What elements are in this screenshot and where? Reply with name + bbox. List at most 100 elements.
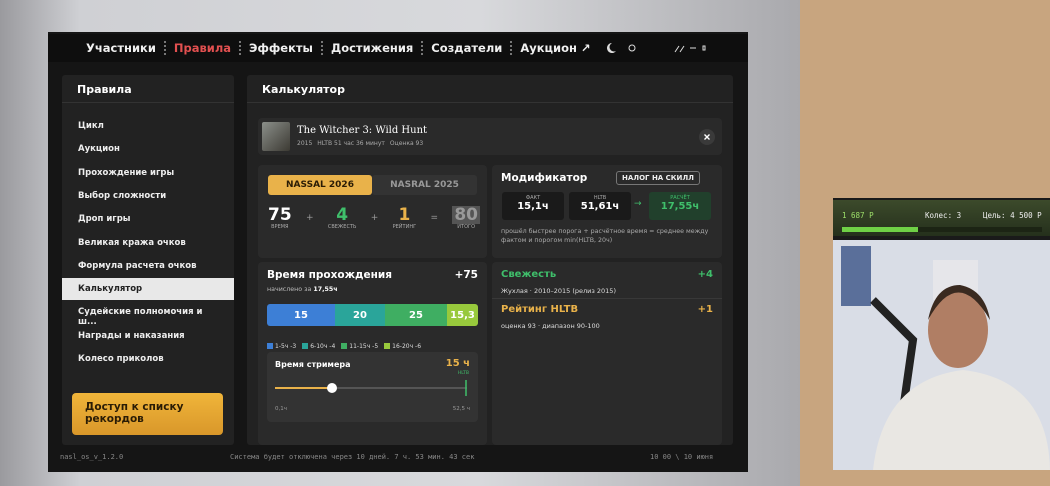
accrued-value: 17,55ч: [313, 286, 338, 293]
overlay-goal: Цель: 4 500 Р: [983, 211, 1042, 220]
legend-item: 11-15ч -5: [341, 343, 378, 350]
sidebar-item[interactable]: Калькулятор: [62, 278, 234, 301]
score-item: 4 СВЕЖЕСТЬ: [328, 206, 357, 230]
sidebar-item[interactable]: Великая кража очков: [78, 237, 186, 248]
game-cover: [262, 122, 290, 151]
sidebar-item[interactable]: Аукцион: [78, 144, 120, 155]
time-segment: 15,3: [447, 304, 478, 326]
score-label: РЕЙТИНГ: [392, 224, 417, 230]
game-title: The Witcher 3: Wild Hunt: [297, 125, 428, 136]
score-item: 75 ВРЕМЯ: [268, 206, 292, 230]
score-item: 1 РЕЙТИНГ: [393, 206, 417, 230]
nav-item[interactable]: Правила: [166, 41, 242, 55]
sidebar-item[interactable]: Судейские полномочия и ш...: [78, 307, 203, 328]
footer-clock: 10 00 \ 10 июня: [650, 453, 714, 461]
main-title: Калькулятор: [247, 75, 733, 103]
legend-swatch: [302, 343, 309, 349]
time-segment: 20: [335, 304, 385, 326]
slider-min: 0,1ч: [275, 406, 287, 412]
divider: [492, 298, 722, 299]
score-label: ВРЕМЯ: [271, 224, 289, 230]
score-value: 4: [336, 205, 349, 225]
time-card: Время прохождения +75 начислено за 17,55…: [258, 262, 487, 445]
close-button[interactable]: [698, 128, 716, 146]
nav-icons: [607, 43, 706, 53]
progress-fill: [842, 227, 918, 232]
sidebar-title: Правила: [62, 75, 234, 103]
footer-version: nasl_os_v_1.2.0: [60, 453, 124, 461]
tab-active[interactable]: NASSAL 2026: [268, 175, 372, 195]
overlay-bar: 1 687 Р Колес: 3 Цель: 4 500 Р: [833, 200, 1050, 236]
sidebar-item[interactable]: Дроп игры: [78, 214, 131, 225]
nav-item[interactable]: Участники: [78, 41, 166, 55]
score-label: СВЕЖЕСТЬ: [327, 224, 357, 230]
score-value: 1: [398, 205, 411, 225]
nav-item[interactable]: Эффекты: [241, 41, 323, 55]
footer-countdown: Система будет отключена через 10 дней. 7…: [230, 453, 475, 461]
sidebar: Правила Доступ к списку рекордов Цикл Аук…: [62, 75, 234, 445]
score-value: 75: [268, 205, 292, 225]
legend-item: 6-10ч -4: [302, 343, 335, 350]
rating-text: оценка 93 · диапазон 90-100: [501, 322, 600, 330]
sidebar-item[interactable]: Выбор сложности: [78, 190, 167, 201]
webcam-frame: 1 687 Р Колес: 3 Цель: 4 500 Р: [833, 198, 1050, 470]
legend-swatch: [267, 343, 273, 349]
score-card: NASSAL 2026 NASRAL 2025 75 ВРЕМЯ +4 СВЕЖЕСТ…: [258, 165, 487, 258]
sidebar-item[interactable]: Прохождение игры: [78, 167, 175, 178]
modifier-note: прошёл быстрее порога + расчётное время …: [501, 228, 709, 244]
box-value: 51,61ч: [580, 201, 620, 212]
rating-points: +1: [697, 304, 713, 315]
freshness-points: +4: [697, 269, 713, 280]
game-card: The Witcher 3: Wild Hunt 2015 HLTB 51 ча…: [258, 118, 722, 155]
modifier-box: HLTB 51,61ч: [569, 192, 631, 220]
streamer-value: 15 ч: [445, 358, 470, 369]
modifier-card: Модификатор НАЛОГ НА СКИЛЛ ФАКТ 15,1ч HLTB…: [492, 165, 722, 258]
time-slider[interactable]: [273, 378, 473, 398]
sidebar-item[interactable]: Цикл: [78, 121, 104, 131]
score-operator: =: [430, 213, 439, 223]
time-title: Время прохождения: [267, 269, 392, 281]
legend-item: 16-20ч -6: [384, 343, 421, 350]
time-segment: 15: [267, 304, 335, 326]
overlay-wheels: Колес: 3: [925, 211, 962, 220]
overlay-balance: 1 687 Р: [842, 211, 874, 220]
rating-title: Рейтинг HLTB: [501, 304, 579, 315]
progress-track: [842, 227, 1042, 232]
top-nav: Участники Правила Эффекты Достижения Создате…: [48, 34, 748, 62]
sidebar-item[interactable]: Формула расчета очков: [78, 260, 197, 271]
legend-item: 1-5ч -3: [267, 343, 296, 350]
slider-max: 52,5 ч: [452, 406, 470, 412]
time-segment: 25: [385, 304, 447, 326]
modifier-box: ФАКТ 15,1ч: [502, 192, 564, 220]
legend-label: 1-5ч -3: [275, 342, 297, 350]
bonus-card: Свежесть +4 Жухлая · 2010–2015 (релиз 20…: [492, 262, 722, 445]
nav-item[interactable]: Достижения: [323, 41, 424, 55]
game-meta: 2015 HLTB 51 час 36 минут Оценка 93: [297, 140, 423, 147]
nav-item[interactable]: Создатели: [423, 41, 513, 55]
box-value: 15,1ч: [517, 201, 549, 212]
legend-label: 11-15ч -5: [349, 342, 379, 350]
score-operator: +: [370, 213, 379, 223]
records-button[interactable]: Доступ к списку рекордов: [72, 393, 223, 435]
sidebar-item[interactable]: Награды и наказания: [78, 330, 185, 341]
modifier-title: Модификатор: [501, 172, 588, 184]
accrued-label: начислено за: [267, 286, 312, 293]
sidebar-item[interactable]: Колесо приколов: [78, 354, 164, 364]
streamer-tag: HLTB: [457, 371, 469, 376]
tab[interactable]: NASRAL 2025: [372, 175, 477, 195]
game-rating: Оценка 93: [389, 140, 424, 147]
time-accrued: начислено за 17,55ч: [267, 286, 338, 293]
legend-swatch: [341, 343, 348, 349]
game-hltb: HLTB 51 час 36 минут: [317, 140, 385, 147]
nav-item[interactable]: Аукцион ↗: [520, 41, 591, 55]
score-operator: +: [305, 213, 314, 223]
score-value: 80: [452, 205, 480, 225]
modifier-badge: НАЛОГ НА СКИЛЛ: [616, 171, 700, 185]
box-label: HLTB: [593, 195, 607, 201]
streamer-box: Время стримера 15 ч HLTB 0,1ч 52,5 ч: [267, 352, 478, 422]
box-label: РАСЧЁТ: [670, 195, 690, 201]
game-year: 2015: [297, 140, 313, 147]
webcam-video: [833, 240, 1050, 470]
freshness-text: Жухлая · 2010–2015 (релиз 2015): [501, 287, 616, 295]
